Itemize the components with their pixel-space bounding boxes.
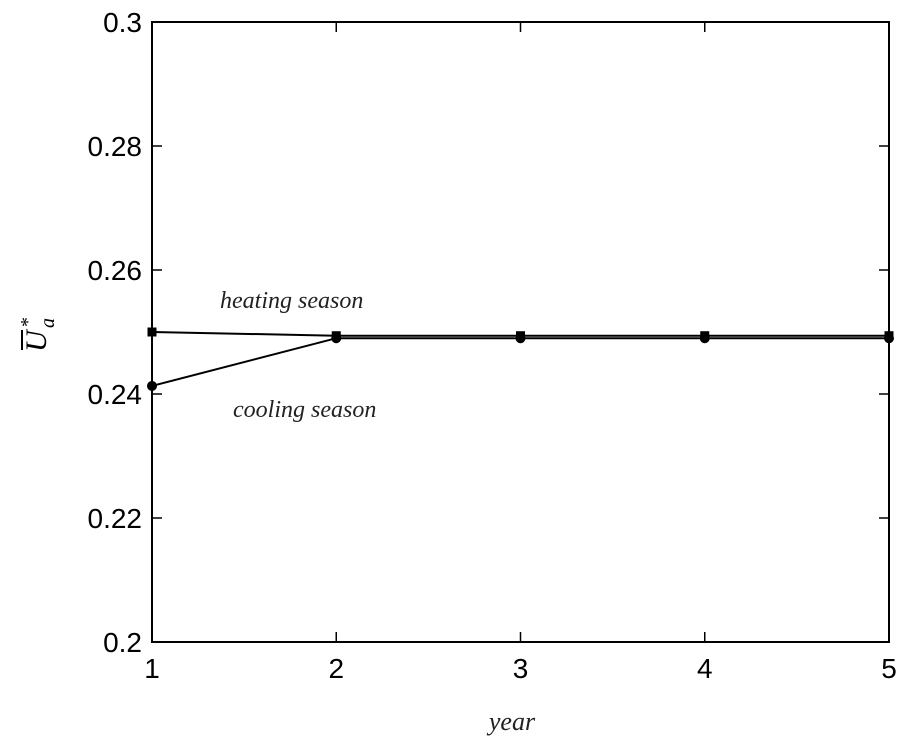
cooling-season-point: [699, 333, 710, 344]
y-tick-label: 0.24: [88, 379, 143, 410]
y-tick-label: 0.3: [103, 7, 142, 38]
cooling-season-point: [331, 333, 342, 344]
x-tick-label: 1: [144, 653, 160, 684]
x-tick-label: 5: [881, 653, 897, 684]
y-axis-label-superscript: *: [17, 317, 39, 327]
x-axis-label: year: [486, 707, 536, 736]
y-axis-label-subscript: a: [37, 318, 59, 328]
y-tick-label: 0.26: [88, 255, 143, 286]
plot-frame: [151, 21, 890, 643]
tick-labels-layer: 1 2 3 4 5 0.2 0.22 0.24 0.26 0.28 0.3: [88, 7, 897, 684]
cooling-season-label: cooling season: [233, 397, 376, 423]
x-tick-label: 2: [328, 653, 344, 684]
y-tick-label: 0.22: [88, 503, 143, 534]
x-tick-label: 3: [513, 653, 529, 684]
heating-season-label: heating season: [220, 288, 363, 314]
x-tick-label: 4: [697, 653, 713, 684]
y-tick-label: 0.28: [88, 131, 143, 162]
cooling-season-point: [515, 333, 526, 344]
y-axis-label: U a *: [17, 317, 59, 352]
y-tick-label: 0.2: [103, 627, 142, 658]
y-axis-label-symbol: U: [20, 328, 53, 352]
